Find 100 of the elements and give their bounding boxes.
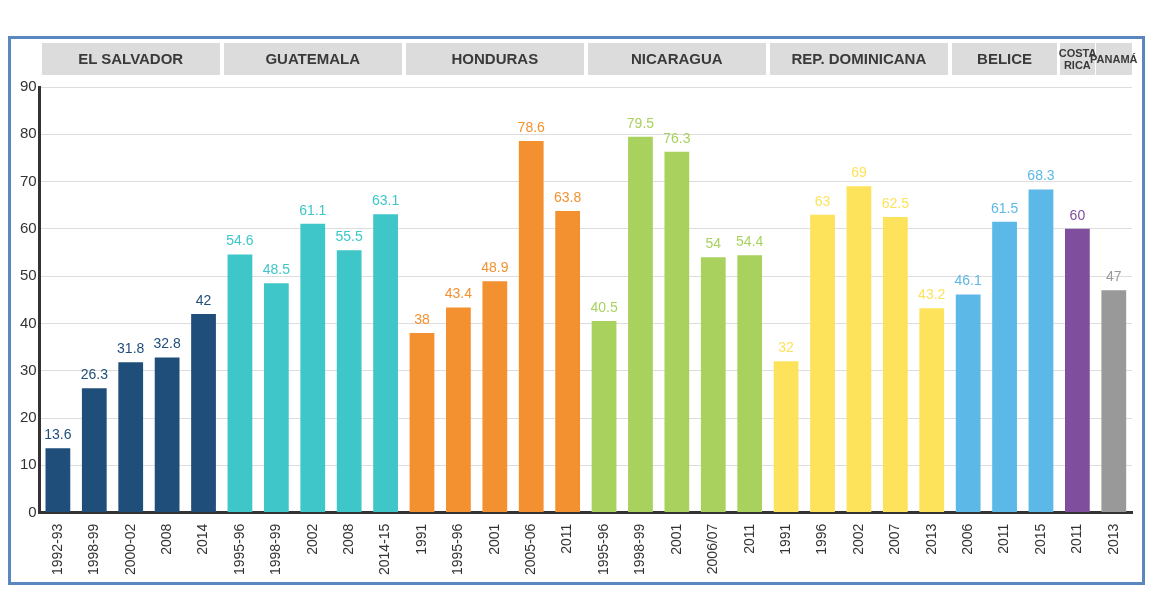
x-tick-label: 2006/07 <box>704 523 721 575</box>
x-tick-label: 2001 <box>485 523 502 555</box>
text: GUATEMALA <box>223 43 402 75</box>
y-tick-label: 50 <box>20 266 37 284</box>
bar <box>555 210 581 513</box>
x-tick-label: 2014-15 <box>376 523 393 576</box>
x-tick-label: 2014 <box>194 523 211 555</box>
x-tick-label: 1998-99 <box>631 523 648 576</box>
bar <box>154 357 180 513</box>
text: REP. DOMINICANA <box>769 43 949 75</box>
x-tick-label: 2011 <box>558 523 575 554</box>
bar <box>1065 228 1090 513</box>
x-tick-label: 1992-93 <box>48 523 65 576</box>
bar <box>773 361 799 513</box>
bar <box>992 221 1017 513</box>
y-tick-label: 10 <box>20 455 37 473</box>
data-label: 62.5 <box>881 194 910 211</box>
data-label: 79.5 <box>626 114 655 131</box>
bar <box>81 388 107 513</box>
x-tick-label: 2013 <box>922 523 939 555</box>
data-label: 54.6 <box>226 232 254 249</box>
x-tick-label: 1991 <box>412 523 429 555</box>
data-label: 61.5 <box>990 199 1019 216</box>
y-tick-label: 70 <box>20 171 37 189</box>
data-label: 63.8 <box>554 188 582 205</box>
bar <box>45 448 71 513</box>
data-label: 40.5 <box>590 298 618 315</box>
bar <box>518 140 544 513</box>
y-tick-label: 20 <box>20 408 37 426</box>
x-tick-label: 1995-96 <box>230 523 247 576</box>
y-tick-label: 60 <box>20 219 37 237</box>
bar <box>118 362 144 513</box>
x-tick-label: 2002 <box>849 523 866 555</box>
x-tick-label: 1998-99 <box>267 523 284 576</box>
x-tick-label: 2001 <box>667 523 684 555</box>
data-label: 54.4 <box>736 233 764 250</box>
data-label: 55.5 <box>335 228 364 245</box>
data-label: 76.3 <box>663 129 691 146</box>
bar <box>810 214 835 513</box>
x-tick-label: 1996 <box>813 523 830 555</box>
text: BELICE <box>951 43 1058 75</box>
bar <box>409 332 435 513</box>
data-label: 43.4 <box>444 285 473 302</box>
x-tick-label: 2013 <box>1104 523 1121 555</box>
data-label: 31.8 <box>117 340 145 357</box>
data-label: 13.6 <box>44 426 72 443</box>
data-label: 32 <box>778 339 795 356</box>
y-tick-label: 80 <box>20 124 37 142</box>
data-label: 46.1 <box>954 272 982 289</box>
data-label: 68.3 <box>1027 167 1055 184</box>
x-tick-label: 1991 <box>776 523 793 555</box>
bar <box>955 294 981 513</box>
text: NICARAGUA <box>587 43 767 75</box>
x-tick-label: 2011 <box>740 523 757 554</box>
bar <box>591 321 617 513</box>
x-tick-label: 2015 <box>1031 523 1048 555</box>
data-label: 54 <box>705 235 722 252</box>
bar <box>628 136 653 513</box>
data-label: 42 <box>195 291 212 308</box>
bar <box>482 281 508 513</box>
data-label: 78.6 <box>517 118 546 135</box>
x-tick-label: 1995-96 <box>594 523 611 576</box>
x-tick-label: 1995-96 <box>449 523 466 576</box>
data-label: 48.9 <box>481 259 509 276</box>
bar <box>1028 189 1054 513</box>
data-label: 61.1 <box>299 201 327 218</box>
data-label: 48.5 <box>262 261 291 278</box>
x-tick-label: 2002 <box>303 523 320 555</box>
data-label: 26.3 <box>80 366 109 383</box>
text: EL SALVADOR <box>41 43 220 75</box>
bar <box>737 255 763 513</box>
bar <box>373 214 398 513</box>
y-tick-label: 0 <box>28 502 37 520</box>
y-tick-label: 30 <box>20 360 37 378</box>
data-label: 63.1 <box>371 192 400 209</box>
x-tick-label: 2011 <box>995 523 1012 554</box>
x-tick-label: 2000-02 <box>121 523 138 576</box>
x-tick-label: 2007 <box>886 523 903 555</box>
bar <box>1101 290 1127 513</box>
x-tick-label: 2008 <box>340 523 357 555</box>
x-tick-label: 2006 <box>959 523 976 555</box>
bar <box>446 307 471 513</box>
bar <box>846 186 872 513</box>
bar <box>227 254 253 513</box>
x-tick-label: 2011 <box>1068 523 1085 554</box>
y-tick-label: 90 <box>20 77 37 95</box>
bar <box>700 257 726 513</box>
data-label: 32.8 <box>153 335 181 352</box>
bar <box>664 151 690 513</box>
data-label: 63 <box>814 192 831 209</box>
data-label: 38 <box>414 310 430 327</box>
x-tick-label: 2005-06 <box>522 523 539 576</box>
bar <box>300 223 326 513</box>
data-label: 47 <box>1106 268 1122 285</box>
data-label: 69 <box>851 164 867 181</box>
bar <box>191 314 216 513</box>
x-tick-label: 2008 <box>157 523 174 555</box>
data-label: 43.2 <box>918 286 946 303</box>
bar <box>882 217 908 513</box>
bar <box>919 308 945 513</box>
